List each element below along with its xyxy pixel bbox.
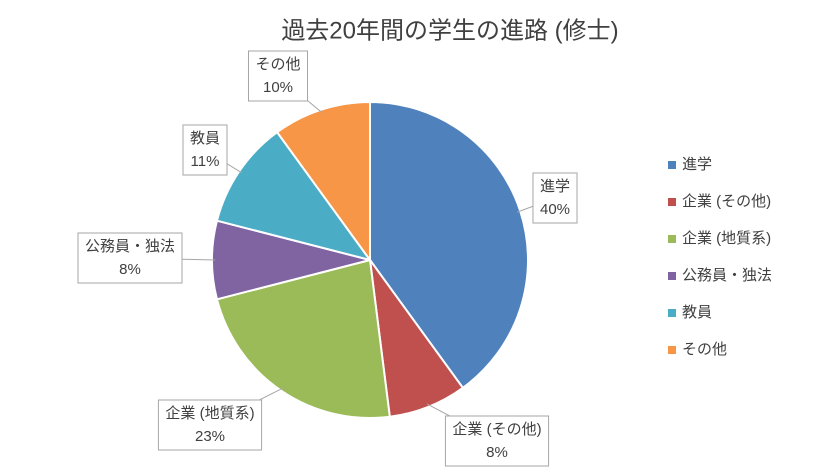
legend-swatch: [668, 346, 676, 354]
label-value: 23%: [195, 428, 225, 445]
legend-swatch: [668, 309, 676, 317]
label-box: [77, 232, 183, 284]
legend-label: 企業 (その他): [682, 192, 771, 210]
legend-swatch: [668, 198, 676, 206]
pie-slice: [275, 100, 371, 264]
data-label: 企業 (その他) 8%: [426, 403, 550, 467]
data-label: 進学 40%: [517, 172, 578, 224]
legend-swatch: [668, 272, 676, 280]
legend-label: 公務員・独法: [682, 267, 772, 284]
label-value: 8%: [119, 261, 141, 278]
label-value: 10%: [263, 79, 293, 96]
label-value: 8%: [486, 444, 508, 461]
legend-label: 企業 (地質系): [682, 229, 771, 247]
label-box: [247, 50, 309, 102]
label-category: 進学: [540, 178, 570, 195]
legend-label: 教員: [682, 304, 712, 321]
label-value: 40%: [540, 201, 570, 218]
label-category: 企業 (その他): [452, 420, 541, 438]
legend-swatch: [668, 235, 676, 243]
label-category: 公務員・独法: [85, 238, 175, 255]
label-value: 11%: [191, 153, 220, 170]
legend-label: その他: [682, 341, 727, 358]
label-category: 教員: [190, 130, 220, 147]
legend-swatch: [668, 161, 676, 169]
label-category: 企業 (地質系): [165, 404, 254, 422]
data-label: 企業 (地質系) 23%: [157, 387, 284, 451]
chart-title: 過去20年間の学生の進路 (修士): [281, 17, 618, 44]
label-box: [532, 172, 578, 224]
label-category: その他: [255, 56, 300, 73]
label-box: [157, 399, 263, 451]
data-label: その他 10%: [247, 50, 323, 114]
label-box: [444, 415, 550, 467]
label-box: [182, 124, 228, 176]
data-label: 教員 11%: [182, 124, 243, 176]
data-label: 公務員・独法 8%: [77, 232, 216, 284]
legend-label: 進学: [682, 156, 712, 173]
pie-slice: [215, 258, 391, 419]
